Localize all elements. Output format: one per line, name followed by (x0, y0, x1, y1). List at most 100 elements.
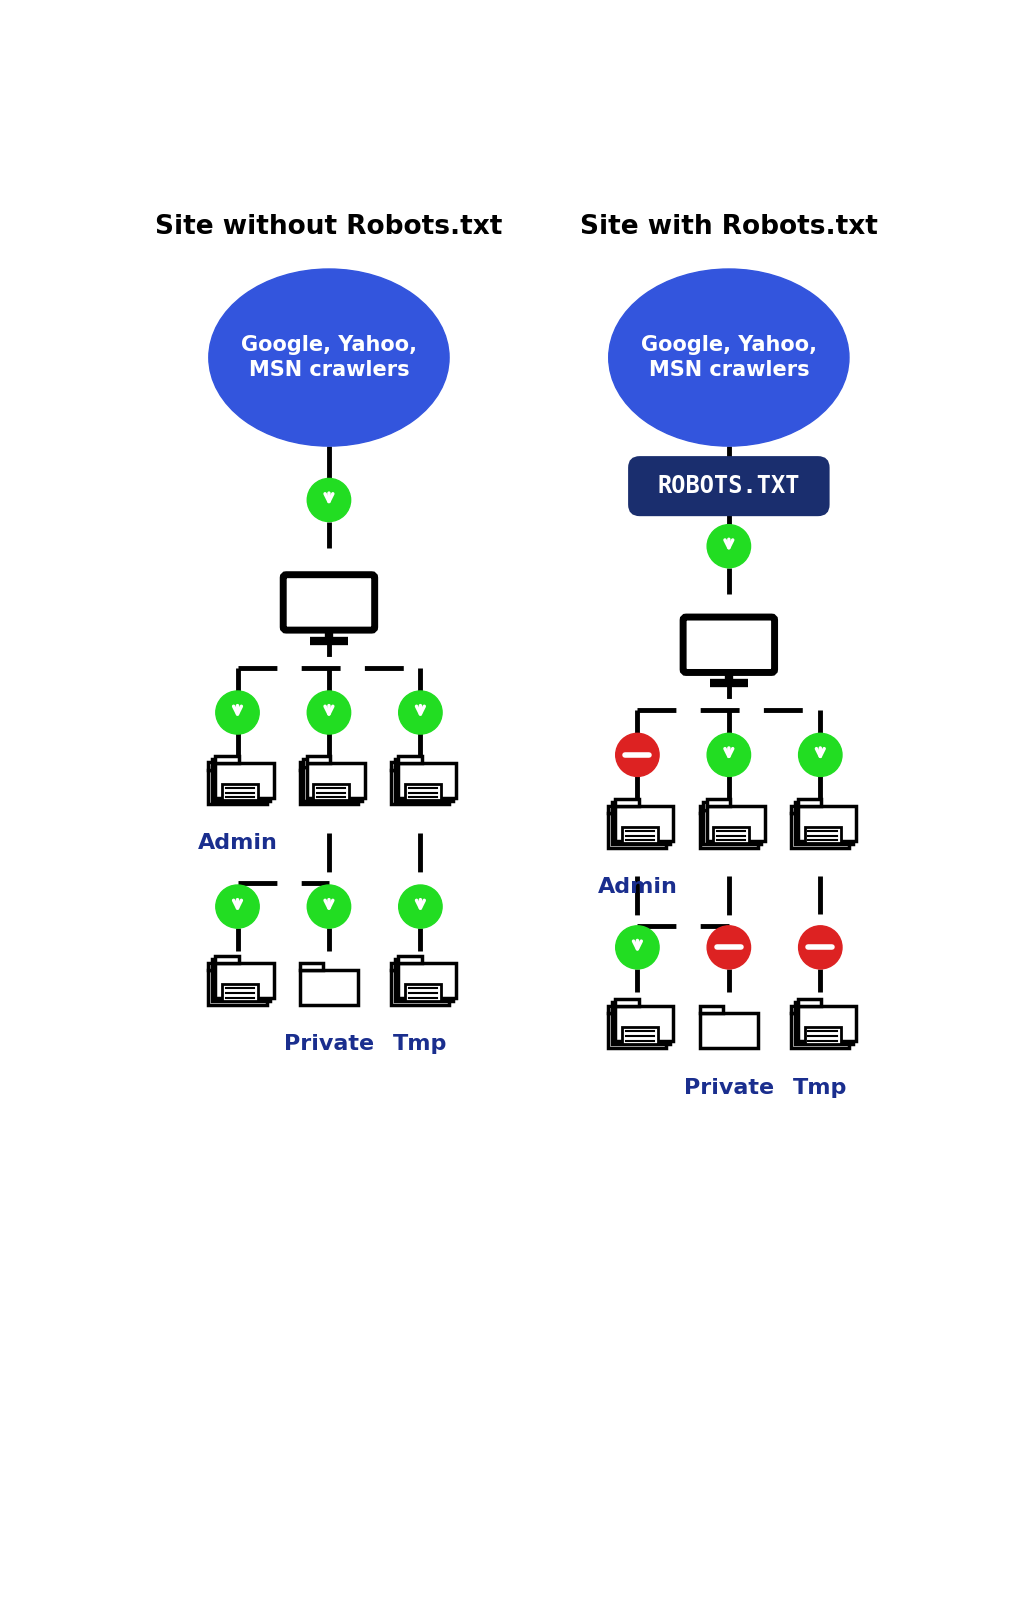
Bar (405, 784, 441, 800)
Bar (398, 763, 456, 797)
Text: Admin: Admin (197, 832, 278, 853)
Bar (222, 984, 258, 1000)
Text: Private: Private (684, 1077, 774, 1098)
Bar (212, 966, 270, 1002)
Bar (391, 770, 450, 805)
Bar (405, 984, 441, 1000)
Bar (307, 763, 365, 797)
Bar (612, 1002, 635, 1010)
Bar (391, 970, 450, 1005)
Bar (713, 827, 749, 843)
Bar (300, 963, 323, 970)
Bar (615, 806, 674, 840)
Bar (615, 1006, 674, 1042)
Bar (212, 958, 235, 966)
Bar (805, 1027, 841, 1043)
Circle shape (308, 478, 351, 522)
Bar (798, 806, 857, 840)
Circle shape (707, 525, 750, 568)
Bar (395, 958, 418, 966)
Circle shape (799, 926, 842, 970)
Bar (303, 766, 361, 802)
Bar (398, 755, 421, 763)
Bar (391, 963, 415, 970)
Bar (792, 1006, 814, 1013)
Circle shape (308, 885, 351, 928)
Text: Admin: Admin (598, 877, 677, 898)
Bar (795, 1002, 818, 1010)
Bar (700, 813, 757, 848)
Bar (300, 763, 323, 770)
Bar (621, 827, 657, 843)
Bar (212, 758, 235, 766)
Bar (395, 766, 453, 802)
FancyBboxPatch shape (283, 574, 375, 630)
Bar (208, 970, 266, 1005)
Bar (700, 805, 723, 813)
Bar (208, 963, 232, 970)
Bar (307, 755, 330, 763)
Bar (707, 806, 765, 840)
Circle shape (308, 691, 351, 734)
Bar (805, 827, 841, 843)
Bar (792, 805, 814, 813)
Bar (395, 758, 418, 766)
Bar (612, 810, 670, 845)
Bar (798, 998, 821, 1006)
Text: Site with Robots.txt: Site with Robots.txt (580, 214, 878, 240)
Bar (608, 1006, 632, 1013)
Bar (208, 770, 266, 805)
Bar (608, 805, 632, 813)
Bar (700, 1006, 723, 1013)
Circle shape (616, 926, 659, 970)
FancyBboxPatch shape (628, 456, 830, 517)
Text: Private: Private (284, 1034, 374, 1054)
Text: Google, Yahoo,
MSN crawlers: Google, Yahoo, MSN crawlers (240, 334, 417, 381)
Circle shape (398, 691, 442, 734)
Bar (395, 966, 453, 1002)
FancyBboxPatch shape (683, 618, 775, 672)
Ellipse shape (208, 269, 449, 446)
Text: ROBOTS.TXT: ROBOTS.TXT (657, 474, 800, 498)
Bar (222, 784, 258, 800)
Bar (795, 802, 818, 810)
Bar (792, 813, 849, 848)
Bar (216, 763, 273, 797)
Circle shape (616, 733, 659, 776)
Bar (615, 798, 639, 806)
Text: Tmp: Tmp (794, 1077, 847, 1098)
Bar (300, 970, 358, 1005)
Bar (300, 770, 358, 805)
Circle shape (707, 733, 750, 776)
Bar (621, 1027, 657, 1043)
Bar (391, 763, 415, 770)
Circle shape (799, 733, 842, 776)
Bar (608, 1013, 667, 1048)
Text: Site without Robots.txt: Site without Robots.txt (155, 214, 503, 240)
Bar (216, 955, 238, 963)
Bar (216, 963, 273, 998)
Bar (707, 798, 730, 806)
Bar (703, 802, 727, 810)
Circle shape (707, 926, 750, 970)
Bar (314, 784, 349, 800)
Circle shape (216, 691, 259, 734)
Bar (612, 1010, 670, 1045)
Bar (792, 1013, 849, 1048)
Circle shape (398, 885, 442, 928)
Bar (398, 955, 421, 963)
Bar (612, 802, 635, 810)
Bar (795, 810, 852, 845)
Bar (615, 998, 639, 1006)
Bar (208, 763, 232, 770)
Bar (212, 766, 270, 802)
Bar (303, 758, 326, 766)
Ellipse shape (609, 269, 849, 446)
Bar (703, 810, 762, 845)
Bar (798, 798, 821, 806)
Bar (798, 1006, 857, 1042)
Bar (795, 1010, 852, 1045)
Circle shape (216, 885, 259, 928)
Bar (700, 1013, 757, 1048)
Text: Tmp: Tmp (393, 1034, 448, 1054)
